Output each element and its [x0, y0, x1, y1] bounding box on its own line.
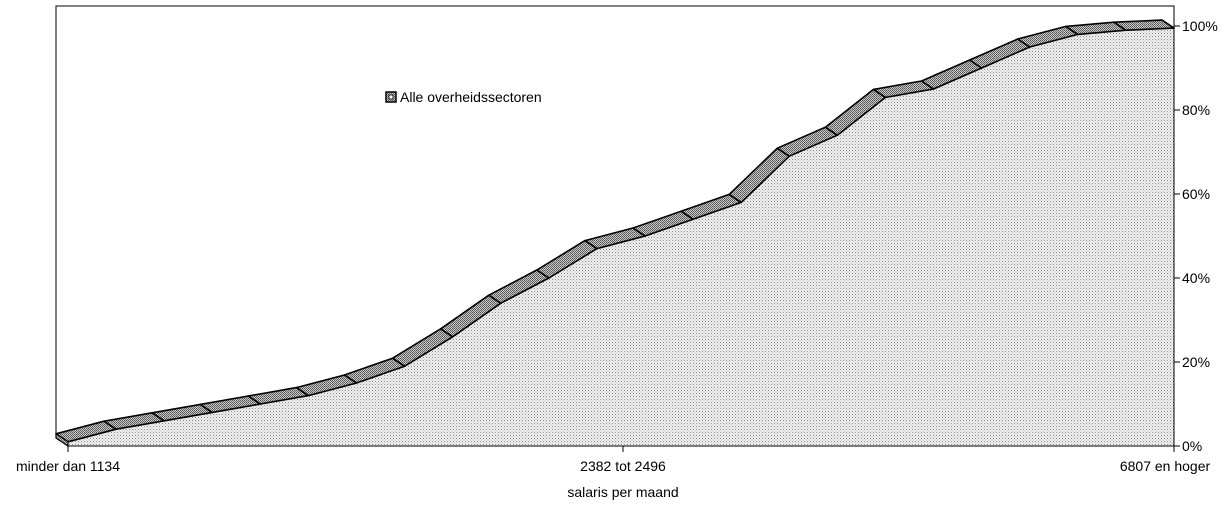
legend-label: Alle overheidssectoren [400, 89, 542, 105]
x-tick-label-middle: 2382 tot 2496 [580, 458, 666, 474]
y-tick-label-1: 20% [1182, 354, 1210, 370]
y-tick-label-5: 100% [1182, 18, 1218, 34]
x-tick-label-last: 6807 en hoger [1120, 458, 1211, 474]
ribbon-end-cap [55, 432, 69, 448]
y-tick-label-0: 0% [1182, 438, 1202, 454]
x-axis-title: salaris per maand [567, 484, 678, 500]
y-axis-ticks [1174, 25, 1180, 447]
x-tick-label-first: minder dan 1134 [16, 458, 120, 474]
y-tick-label-3: 60% [1182, 186, 1210, 202]
y-tick-label-2: 40% [1182, 270, 1210, 286]
y-tick-label-4: 80% [1182, 102, 1210, 118]
ribbon-layer [55, 19, 1175, 448]
legend: Alle overheidssectoren [385, 89, 542, 105]
ribbon-segment-22 [1113, 19, 1175, 32]
x-axis-ticks [67, 446, 1175, 452]
